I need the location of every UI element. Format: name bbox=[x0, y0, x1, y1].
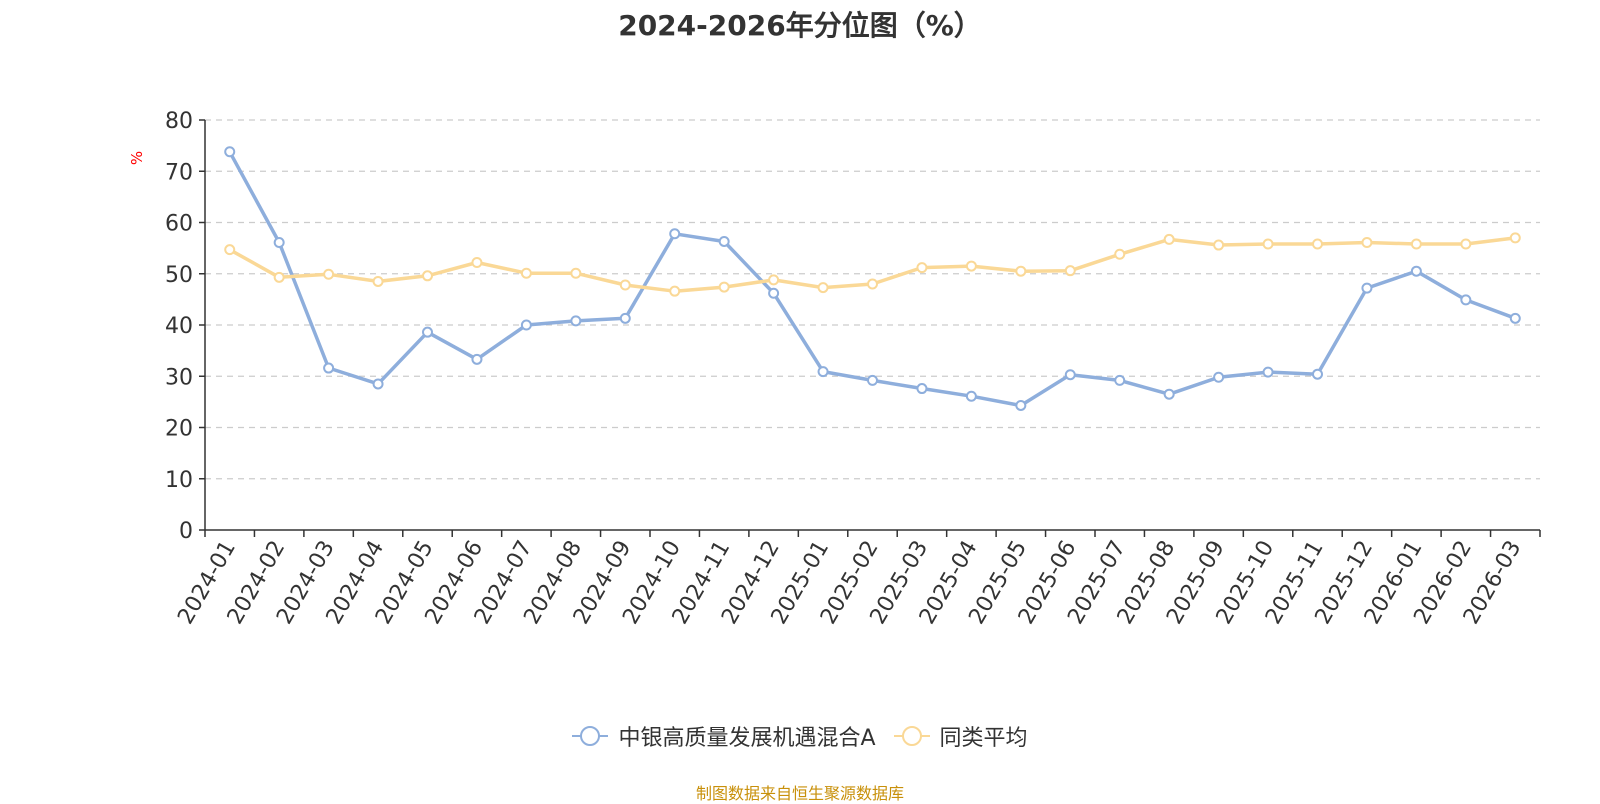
gridlines bbox=[205, 119, 1540, 480]
data-point bbox=[471, 353, 483, 365]
data-point bbox=[273, 236, 285, 248]
data-point bbox=[817, 282, 829, 294]
legend-item-1[interactable]: 中银高质量发展机遇混合A bbox=[572, 720, 876, 752]
legend-label: 中银高质量发展机遇混合A bbox=[618, 726, 876, 751]
y-tick-label: 20 bbox=[165, 417, 193, 442]
axes: 010203040506070802024-012024-022024-0320… bbox=[165, 109, 1541, 629]
line-chart: 010203040506070802024-012024-022024-0320… bbox=[128, 109, 1541, 629]
data-point bbox=[1213, 239, 1225, 251]
y-tick-label: 60 bbox=[165, 212, 193, 237]
data-point bbox=[965, 390, 977, 402]
data-point bbox=[1262, 366, 1274, 378]
data-point bbox=[224, 146, 236, 158]
data-point bbox=[1163, 233, 1175, 245]
data-point bbox=[1410, 265, 1422, 277]
data-point bbox=[372, 378, 384, 390]
legend-swatch bbox=[893, 726, 930, 746]
data-point bbox=[1262, 238, 1274, 250]
data-point bbox=[1114, 248, 1126, 260]
legend: 中银高质量发展机遇混合A 同类平均 bbox=[0, 720, 1600, 752]
data-point bbox=[1361, 282, 1373, 294]
data-point bbox=[1114, 374, 1126, 386]
data-point bbox=[965, 260, 977, 272]
y-axis-unit-label: % bbox=[128, 151, 146, 165]
y-tick-label: 80 bbox=[165, 109, 193, 134]
data-point bbox=[372, 275, 384, 287]
data-point bbox=[1213, 371, 1225, 383]
data-point bbox=[768, 274, 780, 286]
legend-swatch-marker bbox=[580, 726, 601, 746]
data-point bbox=[817, 366, 829, 378]
data-point bbox=[1509, 232, 1521, 244]
y-tick-label: 40 bbox=[165, 314, 193, 339]
y-tick-label: 0 bbox=[179, 519, 193, 544]
chart-title: 2024-2026年分位图（%） bbox=[618, 9, 982, 42]
data-point bbox=[1015, 399, 1027, 411]
data-point bbox=[1312, 368, 1323, 380]
data-point bbox=[520, 267, 532, 279]
series-1 bbox=[224, 146, 1521, 411]
data-point bbox=[867, 278, 878, 290]
y-tick-label: 70 bbox=[165, 160, 193, 185]
data-point bbox=[224, 244, 236, 256]
data-point bbox=[1509, 312, 1521, 324]
legend-swatch-marker bbox=[901, 726, 922, 746]
data-point bbox=[1015, 265, 1027, 277]
y-tick-label: 50 bbox=[165, 263, 193, 288]
data-point bbox=[916, 262, 928, 274]
legend-label: 同类平均 bbox=[939, 726, 1028, 751]
data-point bbox=[1460, 294, 1472, 306]
data-point bbox=[718, 281, 730, 293]
source-note: 制图数据来自恒生聚源数据库 bbox=[695, 784, 904, 803]
data-point bbox=[323, 268, 335, 280]
data-point bbox=[669, 285, 681, 297]
data-point bbox=[1064, 369, 1076, 381]
data-point bbox=[323, 362, 335, 374]
data-point bbox=[916, 383, 928, 395]
data-point bbox=[422, 326, 433, 338]
y-tick-label: 10 bbox=[165, 468, 193, 493]
data-point bbox=[867, 374, 878, 386]
data-point bbox=[570, 267, 582, 279]
series-2 bbox=[224, 232, 1521, 297]
data-point bbox=[570, 315, 582, 327]
data-point bbox=[619, 312, 631, 324]
data-point bbox=[718, 235, 730, 247]
legend-swatch bbox=[572, 726, 609, 746]
data-point bbox=[1460, 238, 1472, 250]
data-point bbox=[422, 270, 433, 282]
data-point bbox=[1312, 238, 1323, 250]
data-point bbox=[520, 319, 532, 331]
legend-item-2[interactable]: 同类平均 bbox=[893, 720, 1028, 752]
series-group bbox=[224, 146, 1521, 411]
data-point bbox=[619, 279, 631, 291]
data-point bbox=[273, 271, 285, 283]
data-point bbox=[1361, 236, 1373, 248]
data-point bbox=[669, 228, 681, 240]
data-point bbox=[1163, 388, 1175, 400]
data-point bbox=[471, 256, 483, 268]
y-tick-label: 30 bbox=[165, 365, 193, 390]
data-point bbox=[768, 287, 780, 299]
data-point bbox=[1064, 265, 1076, 277]
data-point bbox=[1410, 238, 1422, 250]
